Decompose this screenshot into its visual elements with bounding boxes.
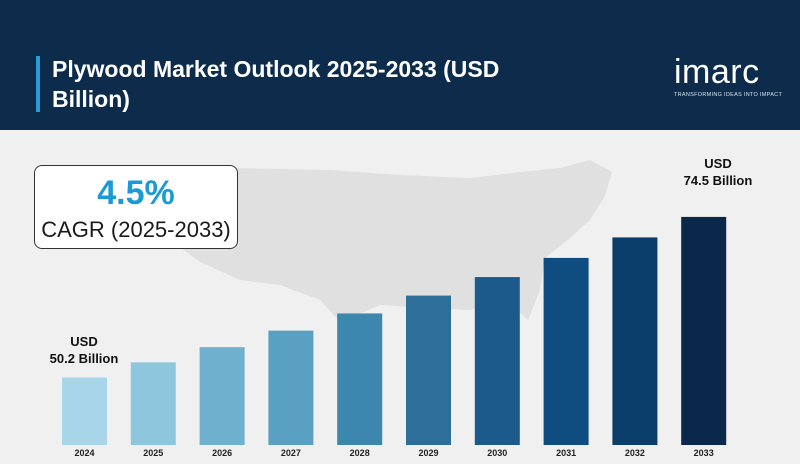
x-tick-label-2028: 2028 [350, 448, 370, 458]
x-tick-label-2025: 2025 [143, 448, 163, 458]
x-tick-label-2032: 2032 [625, 448, 645, 458]
bar-2031 [543, 257, 589, 445]
bar-series [62, 216, 727, 445]
first-callout-value: 50.2 Billion [49, 351, 119, 366]
bar-2024 [62, 377, 107, 445]
last-value-callout: USD 74.5 Billion [668, 155, 768, 189]
x-tick-label-2024: 2024 [74, 448, 94, 458]
x-tick-label-2033: 2033 [694, 448, 714, 458]
cagr-value: 4.5% [97, 174, 175, 212]
bar-2032 [612, 237, 658, 445]
bar-2027 [268, 330, 314, 445]
bar-2025 [130, 362, 176, 445]
x-tick-label-2027: 2027 [281, 448, 301, 458]
cagr-label: CAGR (2025-2033) [41, 217, 231, 242]
bar-2026 [199, 347, 245, 445]
bar-2029 [406, 295, 451, 445]
x-tick-label-2031: 2031 [556, 448, 576, 458]
bar-2033 [681, 216, 727, 445]
x-tick-label-2026: 2026 [212, 448, 232, 458]
first-callout-currency: USD [70, 334, 98, 349]
imarc-logo: imarc TRANSFORMING IDEAS INTO IMPACT [674, 54, 784, 98]
bar-2030 [474, 277, 520, 445]
title-accent-bar [36, 56, 40, 112]
last-callout-currency: USD [704, 156, 732, 171]
chart-area: 2024 2025 2026 2027 2028 2029 2030 2031 2032 2033 [62, 160, 727, 458]
last-callout-value: 74.5 Billion [683, 173, 753, 188]
logo-tagline: TRANSFORMING IDEAS INTO IMPACT [674, 92, 783, 98]
bar-2028 [337, 313, 383, 445]
x-tick-label-2029: 2029 [418, 448, 438, 458]
x-axis-tick-labels: 2024 2025 2026 2027 2028 2029 2030 2031 2032 2033 [74, 448, 713, 458]
header-banner: Plywood Market Outlook 2025-2033 (USD Bi… [0, 0, 800, 130]
x-tick-label-2030: 2030 [487, 448, 507, 458]
logo-wordmark: imarc [674, 53, 760, 91]
cagr-callout-box: 4.5% CAGR (2025-2033) [34, 165, 238, 249]
chart-title: Plywood Market Outlook 2025-2033 (USD Bi… [52, 56, 500, 112]
first-value-callout: USD 50.2 Billion [42, 333, 126, 367]
